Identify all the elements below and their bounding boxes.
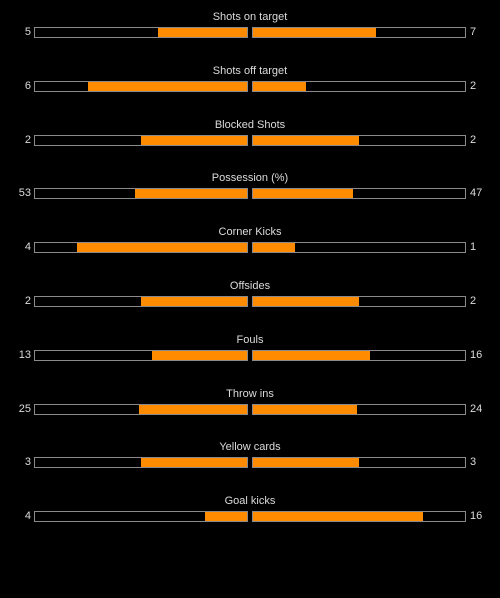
away-value: 16 [470, 510, 483, 523]
stat-label: Possession (%) [211, 172, 289, 185]
home-bar-fill [77, 243, 247, 253]
stat-label: Blocked Shots [214, 118, 286, 131]
stat-label: Shots on target [212, 11, 288, 23]
away-bar [252, 188, 466, 200]
home-value: 25 [18, 402, 31, 415]
away-bar [252, 242, 466, 254]
away-value: 2 [470, 79, 477, 92]
home-bar-fill [141, 135, 247, 145]
stat-row-offsides: Offsides 2 2 [0, 280, 500, 334]
stat-row-possession: Possession (%) 53 47 [0, 172, 500, 226]
stat-label: Throw ins [226, 387, 274, 400]
stat-label: Yellow cards [219, 441, 281, 454]
away-bar [252, 27, 466, 38]
away-bar-fill [253, 296, 359, 306]
home-value: 3 [24, 456, 31, 469]
away-value: 7 [470, 26, 477, 38]
home-bar [34, 295, 248, 307]
away-bar-fill [253, 404, 357, 414]
stat-row-blocked-shots: Blocked Shots 2 2 [0, 119, 500, 173]
away-bar [252, 403, 466, 415]
away-bar-fill [253, 243, 296, 253]
away-bar [252, 295, 466, 307]
home-value: 4 [24, 241, 31, 254]
home-bar-fill [134, 189, 247, 199]
away-bar-fill [253, 81, 306, 91]
home-bar-fill [141, 458, 247, 468]
home-bar [34, 27, 248, 38]
home-value: 2 [24, 294, 31, 307]
away-bar-fill [253, 458, 359, 468]
home-bar [34, 349, 248, 361]
away-bar-fill [253, 189, 353, 199]
away-bar [252, 80, 466, 92]
away-bar-fill [253, 135, 359, 145]
away-value: 1 [470, 241, 477, 254]
home-bar [34, 511, 248, 523]
home-value: 2 [24, 133, 31, 146]
home-bar [34, 403, 248, 415]
home-bar-fill [138, 404, 247, 414]
stat-row-throw-ins: Throw ins 25 24 [0, 388, 500, 442]
away-value: 24 [470, 402, 483, 415]
stat-row-goal-kicks: Goal kicks 4 16 [0, 495, 500, 549]
stat-row-yellow-cards: Yellow cards 3 3 [0, 441, 500, 495]
home-bar [34, 457, 248, 469]
stat-label: Goal kicks [224, 495, 276, 508]
home-bar [34, 80, 248, 92]
home-bar-fill [151, 350, 247, 360]
stat-label: Offsides [229, 279, 271, 292]
home-bar [34, 188, 248, 200]
away-value: 2 [470, 294, 477, 307]
home-bar-fill [141, 296, 247, 306]
home-value: 4 [24, 510, 31, 523]
match-stats-panel: Shots on target 5 7 Shots off target 6 2 Block… [0, 11, 500, 549]
stat-row-fouls: Fouls 13 16 [0, 334, 500, 388]
home-bar-fill [88, 81, 247, 91]
away-bar [252, 511, 466, 523]
away-bar [252, 457, 466, 469]
away-bar-fill [253, 350, 370, 360]
stat-label: Shots off target [212, 64, 288, 77]
home-bar [34, 134, 248, 146]
away-value: 47 [470, 187, 483, 200]
home-value: 13 [18, 348, 31, 361]
stat-label: Corner Kicks [218, 226, 282, 239]
stat-row-shots-on-target: Shots on target 5 7 [0, 11, 500, 65]
home-value: 5 [24, 26, 31, 38]
home-bar-fill [157, 28, 247, 37]
stat-row-shots-off-target: Shots off target 6 2 [0, 65, 500, 119]
stat-row-corner-kicks: Corner Kicks 4 1 [0, 226, 500, 280]
home-bar [34, 242, 248, 254]
away-bar [252, 349, 466, 361]
away-value: 16 [470, 348, 483, 361]
away-bar-fill [253, 512, 423, 522]
away-value: 2 [470, 133, 477, 146]
stat-label: Fouls [236, 333, 264, 346]
away-bar [252, 134, 466, 146]
home-value: 6 [24, 79, 31, 92]
home-value: 53 [18, 187, 31, 200]
home-bar-fill [204, 512, 247, 522]
away-value: 3 [470, 456, 477, 469]
away-bar-fill [253, 28, 376, 37]
